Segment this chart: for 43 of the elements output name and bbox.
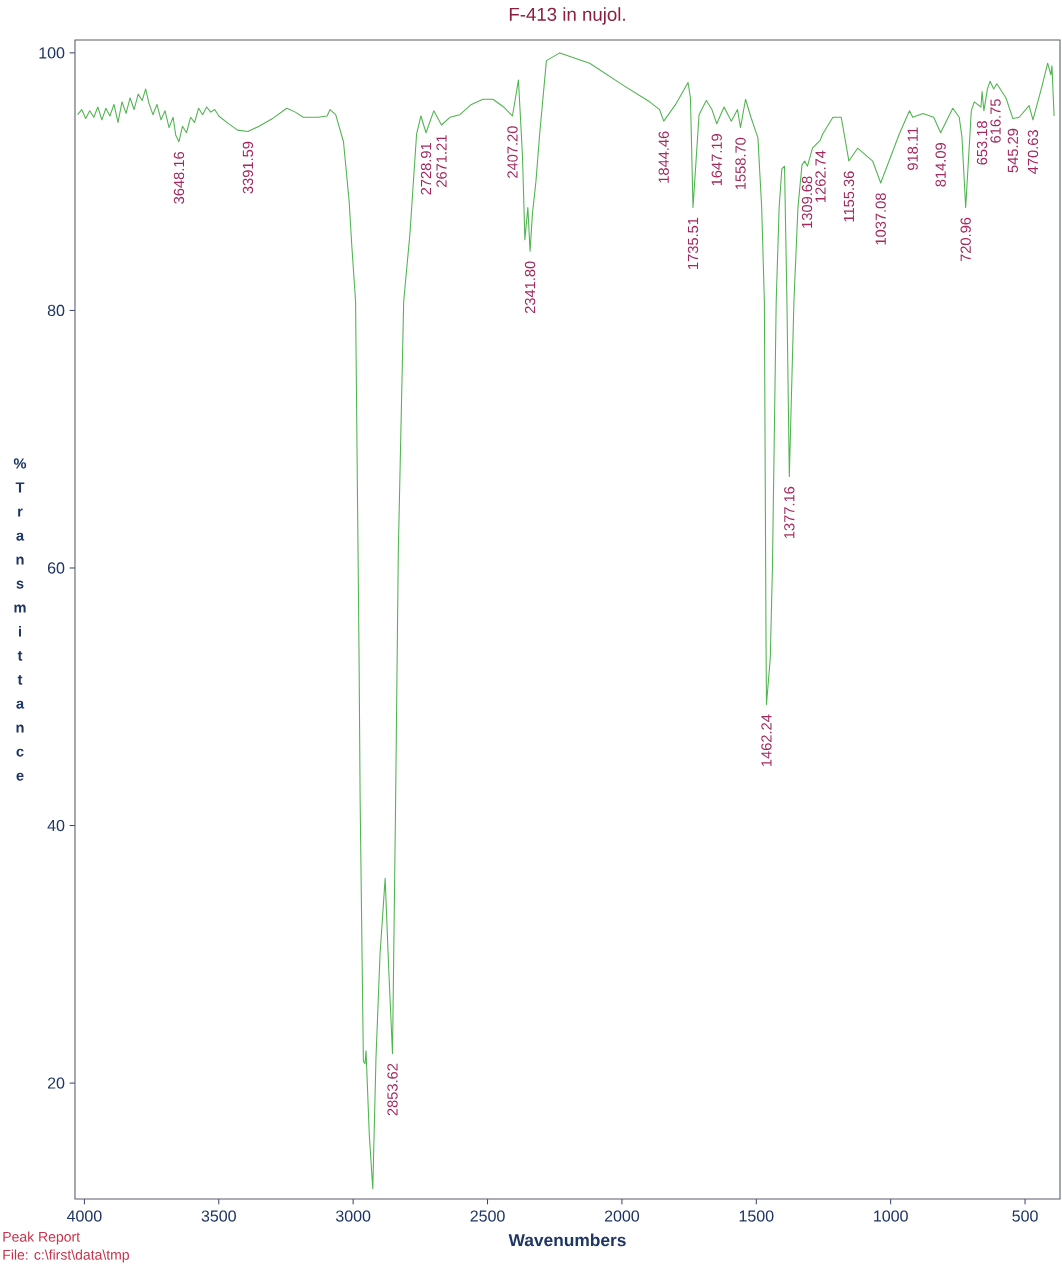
text: File: c:\first\data\tmp bbox=[3, 1249, 130, 1263]
x-tick-label: 3500 bbox=[201, 1210, 236, 1222]
annotation: 814.09 bbox=[935, 143, 946, 187]
x-tick-label: 2000 bbox=[604, 1210, 640, 1222]
chart-title: F-413 in nujol. bbox=[509, 7, 625, 25]
annotation: 1037.08 bbox=[875, 193, 886, 245]
x-tick-label: 500 bbox=[1012, 1210, 1038, 1222]
x-axis-title: Wavenumbers bbox=[508, 1233, 626, 1247]
y-tick-label: 20 bbox=[47, 1077, 65, 1089]
annotation: 2671.21 bbox=[436, 135, 447, 187]
y-tick-label: 80 bbox=[47, 304, 65, 317]
annotation: 2853.62 bbox=[387, 1063, 398, 1116]
annotation: 1462.24 bbox=[761, 714, 772, 766]
annotation: 918.11 bbox=[907, 127, 918, 170]
annotation: 2407.20 bbox=[507, 126, 518, 178]
annotation: 720.96 bbox=[960, 217, 971, 262]
annotation: 1844.46 bbox=[658, 131, 669, 183]
annotation: 1377.16 bbox=[784, 486, 795, 539]
annotation: 1735.51 bbox=[687, 217, 699, 269]
line-series bbox=[77, 52, 1055, 1190]
annotation: 3648.16 bbox=[173, 152, 185, 204]
annotation: 616.75 bbox=[990, 99, 1001, 143]
x-tick-label: 4000 bbox=[66, 1210, 102, 1222]
annotation: 1558.70 bbox=[735, 137, 746, 190]
annotation: 2341.80 bbox=[524, 261, 536, 314]
x-tick-label: 1000 bbox=[874, 1210, 908, 1222]
text: % Transmittance bbox=[13, 458, 27, 781]
annotation: 3391.59 bbox=[242, 141, 254, 194]
annotation: 545.29 bbox=[1007, 128, 1019, 173]
text: Peak Report bbox=[3, 1231, 80, 1245]
annotation: 653.18 bbox=[976, 121, 988, 165]
x-tick-label: 3000 bbox=[335, 1210, 371, 1222]
y-tick-label: 40 bbox=[47, 819, 65, 832]
annotation: 1647.19 bbox=[711, 134, 722, 186]
x-tick-label: 1500 bbox=[739, 1210, 774, 1222]
annotation: 470.63 bbox=[1027, 130, 1039, 174]
x-tick-label: 2500 bbox=[470, 1210, 505, 1222]
annotation: 1262.74 bbox=[815, 150, 826, 202]
annotation: 1155.36 bbox=[843, 171, 855, 222]
y-tick-label: 100 bbox=[39, 47, 65, 59]
y-tick-label: 60 bbox=[47, 562, 65, 574]
annotation: 2728.91 bbox=[420, 143, 432, 195]
annotation: 1309.68 bbox=[801, 176, 813, 228]
